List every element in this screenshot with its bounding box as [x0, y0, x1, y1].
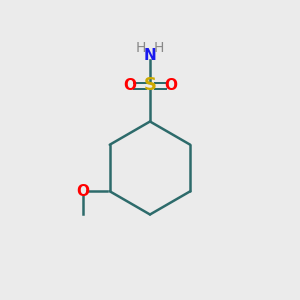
Text: O: O	[123, 78, 136, 93]
Text: H: H	[154, 41, 164, 55]
Text: O: O	[76, 184, 89, 199]
Text: S: S	[143, 76, 157, 94]
Text: O: O	[164, 78, 177, 93]
Text: N: N	[144, 48, 156, 63]
Text: H: H	[136, 41, 146, 55]
